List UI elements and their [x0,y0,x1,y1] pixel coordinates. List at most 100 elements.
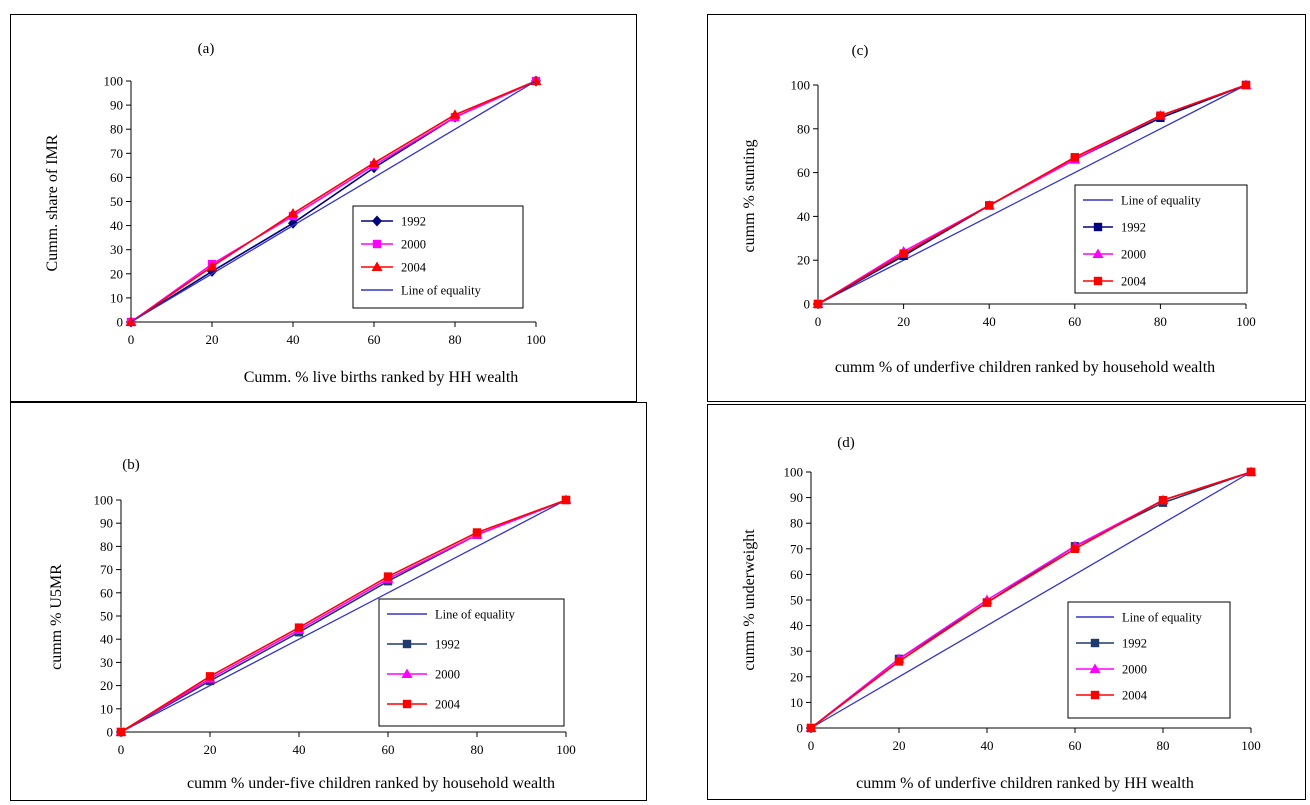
y-axis-title: cumm % stunting [741,140,758,253]
series-line-of-equality [130,80,537,323]
panel-label: (c) [852,43,869,59]
chart-panel-c: (c) 0 20 40 60 80 100 0 20 40 60 80 100 cumm % of und… [707,14,1306,402]
data-point [1070,544,1080,553]
chart-panel-a: (a) 0 10 20 30 40 50 60 70 80 90 100 0 20 40 60 80 100 Cum… [10,14,637,402]
panel-label: (b) [122,457,140,473]
legend-label: 2004 [1122,689,1148,703]
data-point [561,495,571,505]
legend-item: 2000 [1076,663,1147,677]
y-tick-label: 10 [790,695,803,710]
series-line-of-equality [120,499,567,733]
y-axis-title: cumm % underweight [741,529,758,671]
x-tick-label: 80 [1157,738,1170,753]
x-tick-label: 0 [128,332,135,347]
series-2004 [806,467,1256,733]
x-tick-label: 20 [893,738,906,753]
y-tick-label: 20 [100,678,113,693]
x-tick-label: 40 [293,742,306,757]
data-point [472,528,482,537]
panel-label: (d) [837,435,855,451]
x-axis-title: cumm % of underfive children ranked by h… [835,359,1215,376]
legend-label: 1992 [435,638,460,652]
data-point [1241,80,1251,90]
y-tick-label: 20 [110,266,123,281]
legend-item: 2000 [387,668,460,682]
data-point [449,109,461,119]
chart-svg-c: (c) 0 20 40 60 80 100 0 20 40 60 80 100 cumm % of und… [741,43,1256,376]
legend-marker [1090,638,1100,648]
data-point [116,727,126,737]
y-tick-label: 0 [804,297,811,312]
x-tick-label: 60 [368,332,381,347]
y-tick-label: 50 [100,609,113,624]
y-tick-label: 40 [110,218,123,233]
y-tick-label: 60 [797,165,810,180]
y-tick-label: 80 [100,539,113,554]
y-tick-label: 100 [104,74,124,89]
y-tick-label: 70 [790,541,803,556]
chart-svg-d: (d) 0 10 20 30 40 50 60 70 80 90 100 0 20 40 60 80 100 cum… [741,435,1261,792]
y-tick-label: 0 [107,725,114,740]
data-point [294,623,304,632]
data-point [287,208,299,218]
legend-item: 1992 [1083,221,1146,235]
legend-marker [1092,248,1104,258]
y-tick-label: 90 [110,98,123,113]
series-line [120,499,567,733]
y-tick-label: 50 [790,593,803,608]
y-tick-label: 10 [100,701,113,716]
data-point [982,598,992,607]
chart-panel-b: (b) 0 10 20 30 40 50 60 70 80 90 100 0 20 40 60 80 100 cum… [10,402,647,801]
x-tick-label: 60 [1069,738,1082,753]
series-line [130,80,537,323]
legend-label: 1992 [401,215,426,229]
series-line [120,499,567,733]
legend-label: Line of equality [1122,611,1203,625]
x-tick-label: 20 [206,332,219,347]
legend-item: 2004 [1076,689,1148,703]
data-point [985,201,994,210]
legend-marker [1093,276,1103,286]
data-point [205,672,215,681]
data-point [288,217,298,229]
y-tick-label: 70 [110,146,123,161]
y-tick-label: 10 [110,290,123,305]
legend-label: 2000 [401,238,426,252]
legend-label: 2000 [435,668,460,682]
legend-label: Line of equality [401,284,482,298]
legend-marker [402,699,412,709]
y-axis-title: cumm % U5MR [48,564,65,670]
legend: Line of equality 1992 2000 2004 [378,598,565,727]
y-tick-label: 20 [797,253,810,268]
y-tick-label: 90 [790,490,803,505]
legend-item: 2000 [1083,248,1146,262]
y-tick-label: 100 [94,493,114,508]
legend-item: Line of equality [361,284,482,298]
series-line [120,499,567,733]
x-tick-label: 80 [449,332,462,347]
y-tick-label: 20 [790,669,803,684]
y-tick-label: 70 [100,562,113,577]
x-tick-label: 40 [981,738,994,753]
y-tick-label: 60 [100,585,113,600]
x-tick-label: 80 [471,742,484,757]
legend-label: 2000 [1122,663,1147,677]
series-2004 [813,80,1251,309]
legend-item: 2004 [1083,275,1147,289]
legend-item: 2000 [361,238,426,252]
y-tick-label: 0 [117,315,124,330]
y-tick-label: 30 [100,655,113,670]
legend-label: Line of equality [435,608,516,622]
legend-marker [372,215,382,227]
x-tick-label: 40 [983,314,996,329]
x-tick-label: 60 [382,742,395,757]
legend-marker [402,639,412,649]
y-tick-label: 60 [110,170,123,185]
x-tick-label: 100 [556,742,576,757]
legend-marker [1090,690,1100,700]
data-point [899,249,908,258]
legend-label: 1992 [1122,637,1147,651]
x-tick-label: 60 [1068,314,1081,329]
legend-label: 1992 [1121,221,1146,235]
y-axis-title: Cumm. share of IMR [44,134,61,271]
